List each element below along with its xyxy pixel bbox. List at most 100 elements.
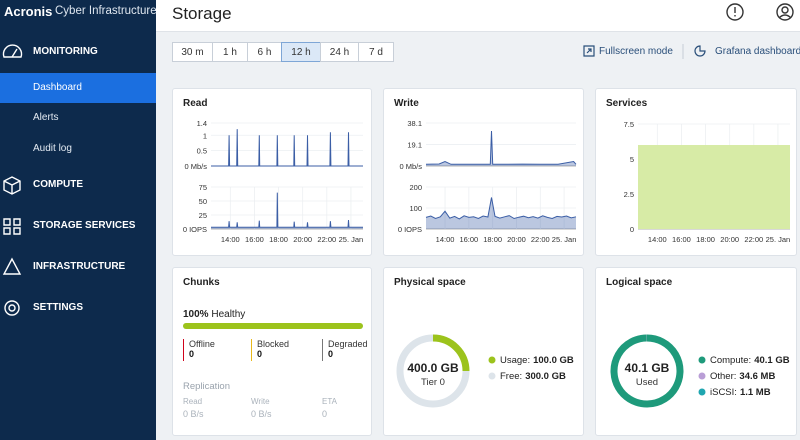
chart: 0 2.5 5 7.5 14:00 16:00 18:00 20:00 22:00 25. Jan [624,120,791,244]
product: Cyber Infrastructure [55,5,157,17]
legend-value: 40.1 GB [754,355,790,366]
area [426,197,576,229]
time-range-button[interactable]: 24 h [320,42,359,62]
time-range-button[interactable]: 12 h [281,42,321,62]
healthy-value: 100% [183,309,209,320]
area [211,192,363,229]
y-tick-label: 38.1 [407,119,422,128]
donut-center-value: 40.1 GB [625,361,670,375]
time-range-button[interactable]: 7 d [358,42,394,62]
legend-value: 34.6 MB [739,371,775,382]
legend-dot [698,388,706,396]
nav-item[interactable]: STORAGE SERVICES [33,220,136,231]
icon-monitoring [2,44,23,58]
nav-subitem[interactable]: Dashboard [0,73,156,103]
read-panel: Read 0 Mb/s 0.5 1 1.4 0 IOPS 25 50 75 14:00 16:00 1… [172,88,372,256]
replication-value: 0 [322,409,328,419]
time-range-button[interactable]: 1 h [212,42,248,62]
chunk-stat: Degraded 0 [322,339,368,361]
replication-value: 0 B/s [183,409,204,419]
link-icons [583,44,706,59]
donut-center-text: Tier 0 [421,377,445,388]
nav-subitem[interactable]: Alerts [33,112,59,123]
panel-title: Physical space [394,277,466,288]
legend-name: Compute: [710,355,751,366]
y-tick-label: 1 [203,131,207,140]
legend-dot [488,356,496,364]
stat-name: Offline [189,339,215,349]
legend-name: Other: [710,371,736,382]
donut-segment [610,334,684,408]
panel-title: Services [606,98,648,109]
services-panel: Services 0 2.5 5 7.5 14:00 16:00 18:00 20:00 22:0… [595,88,797,256]
replication-title: Replication [183,381,230,392]
replication-label: Write [251,397,270,406]
fullscreen-icon [583,45,595,57]
user-icon[interactable] [776,3,794,21]
donut-center-value: 400.0 GB [407,361,459,375]
nav-item[interactable]: MONITORING [33,46,98,57]
legend-entry: Usage: 100.0 GB [500,355,574,366]
panel-title: Chunks [183,277,220,288]
stat-name: Degraded [328,339,368,349]
physical-panel: Physical space Usage: 100.0 GB Free: 300.0 G… [383,267,584,436]
replication-value: 0 B/s [251,409,272,419]
nav-item[interactable]: INFRASTRUCTURE [33,261,126,272]
nav-item[interactable]: COMPUTE [33,179,83,190]
area [211,129,363,166]
x-tick-label: 16:00 [245,235,264,244]
x-tick-label: 22:00 [531,235,550,244]
panel-title: Read [183,98,208,109]
legend-value: 1.1 MB [740,387,771,398]
chunks-panel: Chunks 100% Healthy Replication Offline 0… [172,267,372,436]
alert-icon[interactable] [726,3,744,21]
y-tick-label: 19.1 [407,140,422,149]
stat-value: 0 [189,349,195,359]
x-tick-label: 25. Jan [552,235,577,244]
brand: Acronis [4,4,53,19]
chart: 0 Mb/s 19.1 38.1 0 IOPS 100 200 14:00 16:00 18:0… [398,119,577,244]
stat-name: Blocked [257,339,290,349]
replication-label: Read [183,397,203,406]
healthy-line: 100% Healthy [183,309,245,320]
logical-panel: Logical space Compute: 40.1 GB Other: 34.6 M… [595,267,797,436]
y-tick-label: 5 [630,155,634,164]
legend-dot [488,372,496,380]
x-tick-label: 16:00 [459,235,478,244]
legend-value: 100.0 GB [533,355,574,366]
y-tick-label: 0 Mb/s [184,162,207,171]
time-range-button[interactable]: 6 h [247,42,282,62]
time-range-button[interactable]: 30 m [172,42,213,62]
x-tick-label: 22:00 [317,235,336,244]
grafana-link[interactable]: Grafana dashboard [715,46,800,57]
x-tick-label: 14:00 [221,235,240,244]
nav-subitem[interactable]: Audit log [33,143,72,154]
chart: 0 Mb/s 0.5 1 1.4 0 IOPS 25 50 75 14:00 16:00 18:00… [183,119,364,244]
line [211,192,363,228]
icon-compute [3,176,21,195]
nav-item[interactable]: SETTINGS [33,302,84,313]
area [426,131,576,166]
x-tick-label: 25. Jan [339,235,364,244]
area [638,145,790,229]
y-tick-label: 0 IOPS [183,225,207,234]
x-tick-label: 14:00 [648,235,667,244]
fullscreen-link[interactable]: Fullscreen mode [599,46,673,57]
y-tick-label: 200 [409,183,422,192]
page-title: Storage [172,4,232,23]
legend-dot [698,372,706,380]
x-tick-label: 14:00 [436,235,455,244]
legend-name: iSCSI: [710,387,737,398]
panel-title: Logical space [606,277,673,288]
y-tick-label: 0 Mb/s [399,162,422,171]
y-tick-label: 0 IOPS [398,225,422,234]
y-tick-label: 0 [630,225,634,234]
x-tick-label: 16:00 [672,235,691,244]
stat-value: 0 [328,349,334,359]
icon-storage [3,218,21,235]
x-tick-label: 20:00 [720,235,739,244]
legend-dot [698,356,706,364]
icon-settings [4,300,20,316]
x-tick-label: 22:00 [744,235,763,244]
